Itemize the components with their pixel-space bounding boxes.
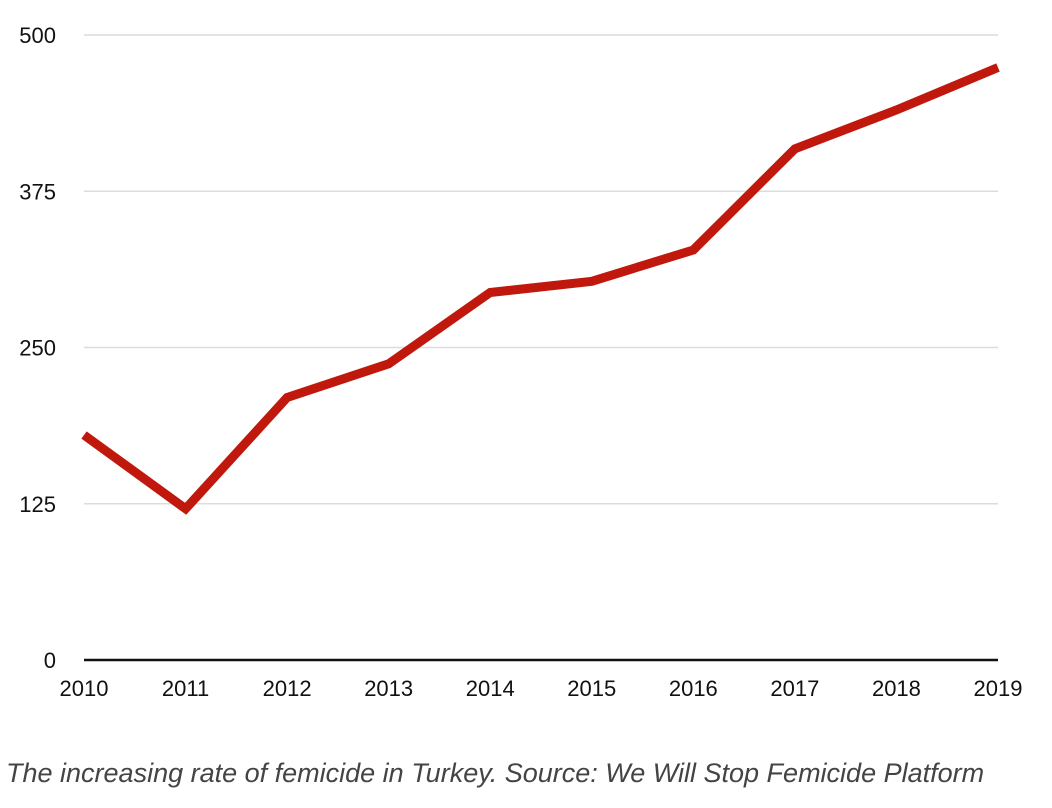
x-tick-label: 2012 xyxy=(263,676,312,701)
gridlines xyxy=(84,34,998,505)
x-tick-label: 2018 xyxy=(872,676,921,701)
x-tick-label: 2014 xyxy=(466,676,515,701)
figure-caption: The increasing rate of femicide in Turke… xyxy=(6,758,985,788)
x-axis-tick-labels: 2010 2011 2012 2013 2014 2015 2016 2017 2018 2019 xyxy=(60,676,1023,701)
x-tick-label: 2013 xyxy=(364,676,413,701)
series-line xyxy=(81,63,1000,515)
x-tick-label: 2016 xyxy=(669,676,718,701)
x-tick-label: 2017 xyxy=(770,676,819,701)
y-tick-label: 375 xyxy=(19,179,56,204)
y-tick-label: 250 xyxy=(19,336,56,361)
y-tick-label: 500 xyxy=(19,23,56,48)
x-tick-label: 2011 xyxy=(162,676,209,701)
x-tick-label: 2019 xyxy=(974,676,1023,701)
series-lines xyxy=(81,63,1000,515)
x-tick-label: 2015 xyxy=(567,676,616,701)
y-tick-label: 125 xyxy=(19,492,56,517)
y-tick-label: 0 xyxy=(44,648,56,673)
y-axis-tick-labels: 0 125 250 375 500 xyxy=(19,23,56,673)
x-tick-label: 2010 xyxy=(60,676,109,701)
